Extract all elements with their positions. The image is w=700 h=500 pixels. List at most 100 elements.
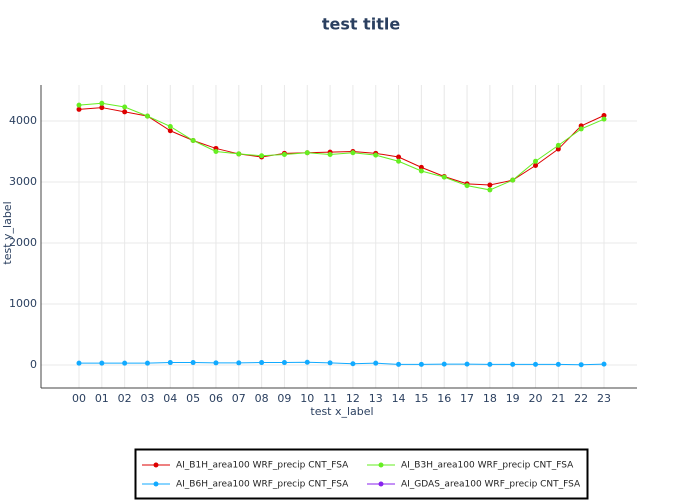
x-tick-label: 03 [140, 392, 154, 405]
legend-label: AI_GDAS_area100 WRF_precip CNT_FSA [401, 480, 581, 490]
point [510, 361, 516, 367]
point [190, 360, 196, 366]
point [601, 113, 607, 119]
x-axis-label: test x_label [310, 405, 373, 418]
x-tick-label: 01 [95, 392, 109, 405]
point [373, 152, 379, 158]
x-tick-label: 00 [72, 392, 86, 405]
point [396, 361, 402, 367]
x-tick-label: 05 [186, 392, 200, 405]
x-tick-label: 12 [346, 392, 360, 405]
point [350, 150, 356, 156]
point [396, 154, 402, 160]
point [350, 361, 356, 367]
point [533, 361, 539, 367]
point [167, 128, 173, 134]
point [327, 152, 333, 158]
point [441, 174, 447, 180]
point [304, 359, 310, 365]
point [533, 163, 539, 169]
point [213, 148, 219, 154]
point [578, 126, 584, 132]
point [304, 150, 310, 156]
point [259, 360, 265, 366]
point [122, 109, 128, 115]
legend-marker [378, 481, 384, 487]
point [578, 362, 584, 368]
point [213, 360, 219, 366]
point [76, 106, 82, 112]
legend-marker [153, 462, 159, 468]
point [533, 158, 539, 164]
point [76, 360, 82, 366]
x-tick-label: 15 [414, 392, 428, 405]
x-tick-label: 19 [506, 392, 520, 405]
x-tick-label: 02 [118, 392, 132, 405]
point [418, 168, 424, 174]
legend-box [134, 448, 589, 500]
y-axis-label: test y_label [1, 201, 14, 264]
point [190, 138, 196, 144]
point [441, 361, 447, 367]
point [555, 142, 561, 148]
y-tick-label: 1000 [9, 297, 37, 310]
point [601, 116, 607, 122]
legend-label: AI_B3H_area100 WRF_precip CNT_FSA [401, 461, 574, 471]
point [418, 164, 424, 170]
point [99, 100, 105, 106]
x-tick-label: 14 [392, 392, 406, 405]
point [487, 187, 493, 193]
x-tick-label: 09 [277, 392, 291, 405]
x-tick-label: 04 [163, 392, 177, 405]
point [464, 183, 470, 189]
point [259, 153, 265, 159]
point [487, 361, 493, 367]
x-tick-label: 23 [597, 392, 611, 405]
point [76, 102, 82, 108]
legend-label: AI_B1H_area100 WRF_precip CNT_FSA [176, 461, 349, 471]
x-tick-label: 13 [369, 392, 383, 405]
y-tick-label: 3000 [9, 175, 37, 188]
legend-label: AI_B6H_area100 WRF_precip CNT_FSA [176, 480, 349, 490]
x-tick-label: 22 [574, 392, 588, 405]
x-tick-label: 17 [460, 392, 474, 405]
point [99, 360, 105, 366]
point [144, 113, 150, 119]
point [327, 360, 333, 366]
series-line [78, 107, 605, 186]
point [464, 361, 470, 367]
point [236, 360, 242, 366]
point [487, 182, 493, 188]
series-line [79, 361, 605, 366]
point [373, 360, 379, 366]
point [122, 360, 128, 366]
point [167, 123, 173, 129]
x-tick-label: 11 [323, 392, 337, 405]
point [555, 146, 561, 152]
point [122, 104, 128, 110]
x-tick-label: 07 [232, 392, 246, 405]
point [99, 105, 105, 111]
x-tick-label: 21 [551, 392, 565, 405]
chart-title: test title [322, 15, 401, 34]
x-tick-label: 20 [529, 392, 543, 405]
point [236, 151, 242, 157]
series-line [78, 102, 605, 191]
point [510, 177, 516, 183]
point [167, 360, 173, 366]
y-tick-label: 0 [30, 358, 37, 371]
point [281, 360, 287, 366]
x-tick-label: 10 [300, 392, 314, 405]
point [418, 361, 424, 367]
point [281, 152, 287, 158]
point [555, 361, 561, 367]
x-tick-label: 06 [209, 392, 223, 405]
y-tick-label: 4000 [9, 114, 37, 127]
x-tick-label: 16 [437, 392, 451, 405]
y-tick-label: 2000 [9, 236, 37, 249]
point [396, 158, 402, 164]
x-tick-label: 08 [255, 392, 269, 405]
point [601, 361, 607, 367]
point [144, 360, 150, 366]
